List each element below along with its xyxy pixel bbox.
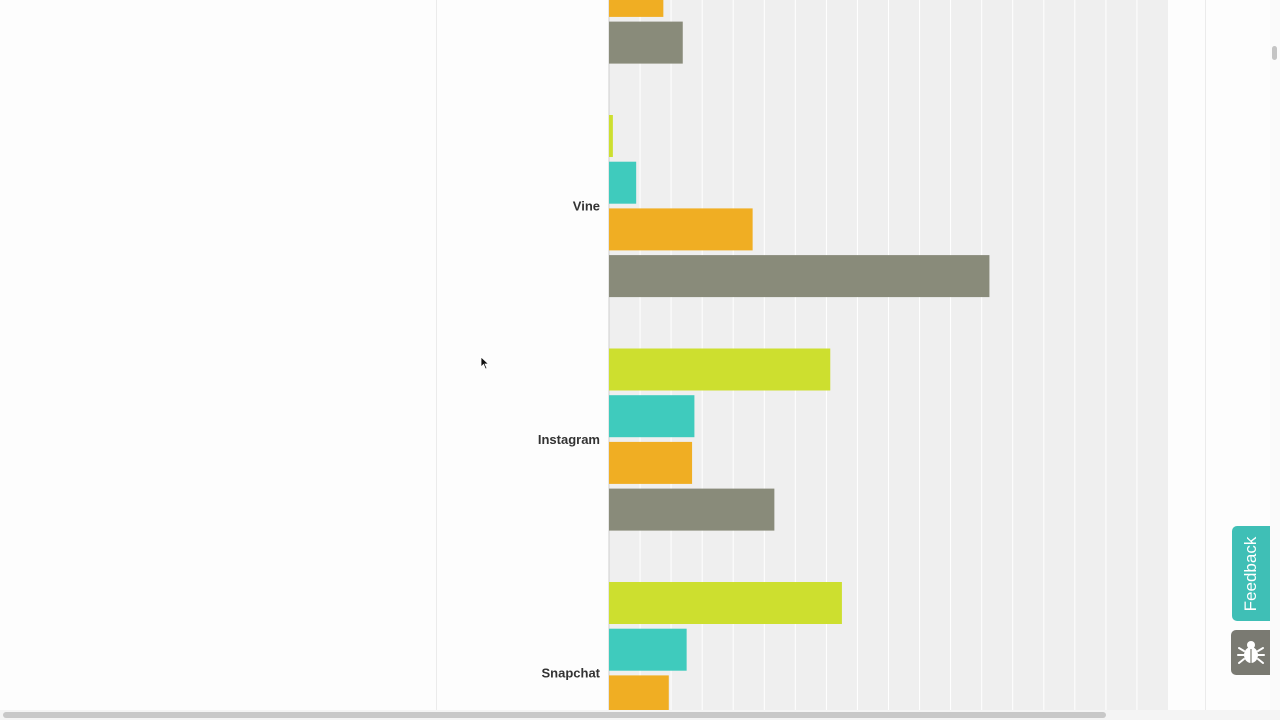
bug-icon [1237, 641, 1265, 664]
content-divider-left [436, 0, 437, 710]
bar-instagram-s1[interactable] [609, 395, 695, 438]
bar-snapchat-s2[interactable] [609, 675, 669, 710]
bar-snapchat-s1[interactable] [609, 628, 687, 671]
bar-instagram-s2[interactable] [609, 441, 693, 484]
bug-report-button[interactable] [1231, 630, 1270, 675]
bar-vine-s2[interactable] [609, 208, 753, 251]
vertical-scrollbar-thumb[interactable] [1272, 46, 1277, 60]
bar-instagram-s3[interactable] [609, 488, 775, 531]
feedback-button[interactable]: Feedback [1232, 526, 1270, 621]
bar-vine-s3[interactable] [609, 255, 990, 298]
category-label-snapchat: Snapchat [541, 666, 600, 681]
category-label-vine: Vine [573, 199, 600, 214]
bar-vine-s0[interactable] [609, 115, 613, 157]
bar-instagram-s0[interactable] [609, 348, 831, 391]
bar-group0-s3[interactable] [609, 21, 683, 64]
bar-vine-s1[interactable] [609, 161, 637, 204]
horizontal-scrollbar[interactable] [0, 710, 1280, 720]
horizontal-scrollbar-thumb[interactable] [3, 712, 1106, 718]
mouse-pointer-icon [480, 356, 490, 370]
category-labels: Vine Instagram Snapchat [538, 199, 601, 681]
vertical-scrollbar[interactable] [1270, 0, 1280, 710]
feedback-label: Feedback [1241, 536, 1260, 611]
bar-group0-s2[interactable] [609, 0, 664, 17]
bar-snapchat-s0[interactable] [609, 582, 842, 624]
content-divider-right [1205, 0, 1206, 710]
bars [609, 0, 990, 710]
category-label-instagram: Instagram [538, 432, 600, 447]
